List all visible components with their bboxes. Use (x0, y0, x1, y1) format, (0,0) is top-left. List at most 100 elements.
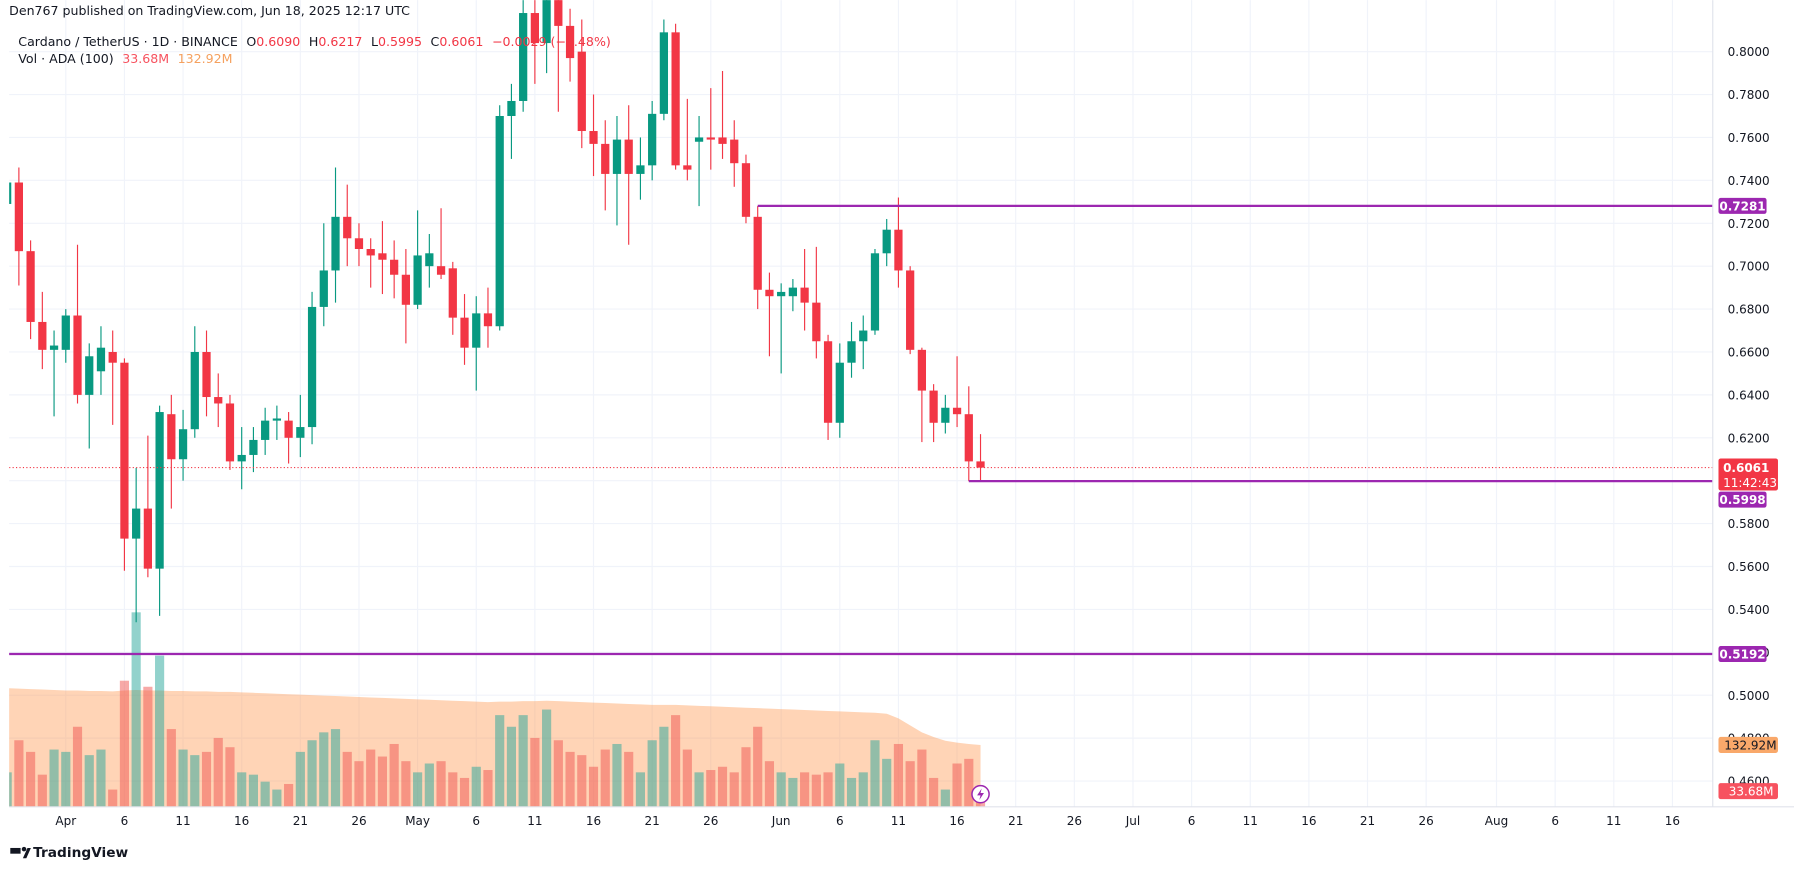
x-tick-label: 21 (1008, 814, 1023, 828)
y-tick-label: 0.5400 (1728, 603, 1770, 617)
level-label-box (1718, 646, 1767, 663)
volume-bar (342, 751, 352, 807)
candle-body (964, 414, 973, 462)
lightning-icon (971, 784, 990, 804)
candle-body (906, 270, 915, 350)
candle-body (882, 229, 891, 254)
candle-body (671, 32, 680, 166)
volume-bar (72, 726, 83, 807)
candle-body (413, 255, 422, 305)
candle-body (354, 238, 364, 250)
candle-body (73, 315, 82, 395)
candle-body (9, 182, 12, 204)
ohlc-key: H (309, 34, 318, 49)
candle-body (132, 508, 141, 539)
volume-bar (811, 774, 821, 807)
volume-bar (788, 777, 798, 807)
y-tick-label: 0.6800 (1728, 303, 1770, 317)
x-tick-label: Apr (55, 814, 76, 828)
x-tick-label: 16 (586, 814, 601, 828)
candle-body (519, 13, 528, 101)
x-tick-label: May (405, 814, 430, 828)
level-label: 0.5192 (1719, 648, 1765, 662)
volume-bar (190, 755, 200, 807)
candle-body (976, 461, 985, 468)
volume-bar (237, 772, 247, 807)
candle-body (765, 289, 774, 297)
volume-bar (694, 772, 704, 807)
volume-bar (448, 772, 458, 807)
ohlc-value: 0.6090 (256, 34, 300, 49)
volume-bar (143, 686, 153, 807)
volume-bar (553, 740, 563, 807)
x-tick-label: 16 (1301, 814, 1316, 828)
x-tick-label: 21 (1360, 814, 1375, 828)
candle-body (155, 412, 164, 569)
volume-bar (49, 749, 59, 807)
candle-body (85, 356, 94, 395)
symbol-legend: Cardano / TetherUS · 1D · BINANCE O0.609… (18, 34, 611, 49)
candle-body (730, 139, 739, 164)
x-tick-label: 26 (703, 814, 718, 828)
volume-bar (600, 749, 610, 807)
candle-body (753, 216, 762, 290)
volume-bar (213, 737, 223, 807)
candle-body (542, 0, 551, 44)
candle-body (624, 139, 633, 174)
candle-body (190, 351, 199, 430)
candle-body (612, 139, 622, 174)
volume-name: Vol · ADA (100) (18, 51, 113, 66)
volume-bar (530, 737, 540, 807)
y-tick-label: 0.7600 (1728, 131, 1770, 145)
candle-body (143, 508, 152, 569)
volume-bar (905, 761, 915, 807)
volume-bar (225, 747, 235, 807)
volume-bar (178, 749, 188, 807)
x-tick-label: 6 (121, 814, 129, 828)
level-label-box (1718, 491, 1767, 508)
volume-bar (858, 772, 868, 807)
volume-bar (401, 761, 411, 807)
candle-body (272, 418, 281, 421)
volume-value: 33.68M (122, 51, 169, 66)
volume-bar (389, 743, 399, 807)
volume-bar (846, 777, 857, 807)
candle-body (601, 143, 610, 174)
volume-bar (483, 770, 493, 807)
candle-body (847, 341, 856, 363)
candle-body (261, 420, 270, 440)
candle-body (120, 362, 129, 539)
candle-body (225, 403, 235, 462)
candle-body (870, 253, 880, 331)
volume-bar (436, 761, 446, 807)
volume-bar (624, 751, 634, 807)
volume-bar (26, 751, 36, 807)
volume-bar (800, 772, 810, 807)
ohlc-key: O (246, 34, 256, 49)
candle-body (401, 274, 410, 305)
volume-bar (776, 772, 786, 807)
volume-bar (155, 655, 165, 807)
candle-body (941, 407, 950, 423)
candle-body (823, 341, 833, 423)
candle-body (343, 216, 352, 239)
volume-bar (495, 715, 505, 807)
volume-bar (612, 743, 622, 807)
y-tick-label: 0.8000 (1728, 45, 1770, 59)
volume-bar (307, 740, 317, 807)
volume-bar (319, 732, 329, 807)
volume-bar (61, 751, 71, 807)
volume-bar (659, 726, 669, 807)
volume-bar (459, 777, 470, 807)
volume-bar (870, 740, 880, 807)
candle-body (49, 345, 59, 350)
y-tick-label: 0.7200 (1728, 217, 1770, 231)
candle-body (495, 116, 504, 327)
volume-bar (9, 772, 12, 807)
candle-body (577, 51, 586, 132)
volume-bar (506, 726, 517, 807)
candle-body (38, 321, 47, 350)
candle-body (249, 439, 258, 455)
volume-bar (893, 743, 904, 807)
x-tick-label: 26 (351, 814, 366, 828)
